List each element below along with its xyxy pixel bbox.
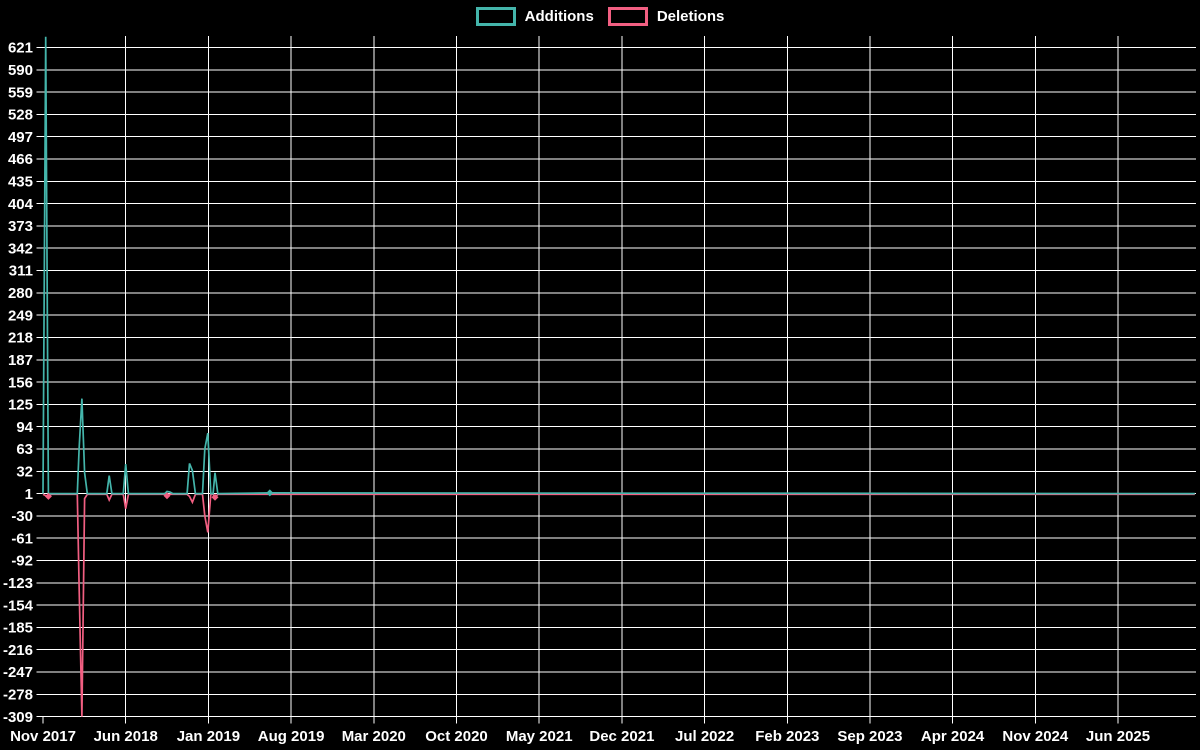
additions-swatch	[475, 7, 516, 26]
y-tick-label: 187	[8, 352, 33, 369]
y-tick-label: -185	[3, 620, 33, 637]
y-tick-label: 559	[8, 84, 33, 101]
legend-label-additions: Additions	[524, 8, 594, 25]
legend-item-additions[interactable]: Additions	[475, 7, 594, 26]
x-tick-label: Feb 2023	[755, 728, 819, 745]
y-tick-label: -123	[3, 575, 33, 592]
y-tick-label: -247	[3, 664, 33, 681]
chart-legend: Additions Deletions	[0, 7, 1200, 26]
x-tick-label: Sep 2023	[837, 728, 902, 745]
x-tick-label: Nov 2017	[10, 728, 76, 745]
y-tick-label: 280	[8, 285, 33, 302]
y-tick-label: 466	[8, 151, 33, 168]
y-tick-label: 311	[9, 263, 33, 280]
x-tick-label: Jan 2019	[177, 728, 240, 745]
y-tick-label: 63	[16, 441, 33, 458]
y-tick-label: 590	[8, 62, 33, 79]
y-tick-label: -61	[11, 530, 33, 547]
x-tick-label: Dec 2021	[589, 728, 654, 745]
x-tick-label: Jul 2022	[675, 728, 734, 745]
y-tick-label: 497	[8, 129, 33, 146]
y-tick-label: 342	[8, 240, 33, 257]
y-tick-label: -154	[3, 597, 34, 614]
y-tick-label: 94	[16, 419, 33, 436]
y-tick-label: 621	[8, 40, 33, 57]
y-tick-label: -309	[3, 709, 33, 726]
x-tick-label: Nov 2024	[1002, 728, 1069, 745]
x-tick-label: Aug 2019	[258, 728, 325, 745]
x-tick-label: Jun 2025	[1086, 728, 1150, 745]
y-tick-label: -92	[11, 553, 33, 570]
additions-point-marker	[266, 489, 274, 497]
y-tick-label: 156	[8, 374, 33, 391]
y-tick-label: 1	[25, 486, 33, 503]
legend-item-deletions[interactable]: Deletions	[607, 7, 725, 26]
x-tick-label: Jun 2018	[94, 728, 158, 745]
y-tick-label: -30	[11, 508, 33, 525]
x-tick-label: May 2021	[506, 728, 573, 745]
y-tick-label: 528	[8, 107, 33, 124]
y-tick-label: 249	[8, 307, 33, 324]
y-tick-label: 373	[8, 218, 33, 235]
y-tick-label: 404	[8, 196, 34, 213]
x-tick-label: Oct 2020	[425, 728, 488, 745]
y-tick-label: 125	[8, 397, 33, 414]
deletions-swatch	[607, 7, 648, 26]
y-tick-label: 435	[8, 174, 33, 191]
x-tick-label: Mar 2020	[342, 728, 406, 745]
legend-label-deletions: Deletions	[656, 8, 725, 25]
y-tick-label: 32	[16, 464, 33, 481]
deletions-point-marker	[44, 492, 52, 500]
additions-line	[42, 36, 1195, 495]
y-tick-label: -216	[3, 642, 33, 659]
deletions-point-marker	[211, 493, 219, 501]
y-tick-label: -278	[3, 687, 33, 704]
x-tick-label: Apr 2024	[921, 728, 985, 745]
y-tick-label: 218	[8, 330, 33, 347]
deletions-point-marker	[163, 492, 171, 500]
